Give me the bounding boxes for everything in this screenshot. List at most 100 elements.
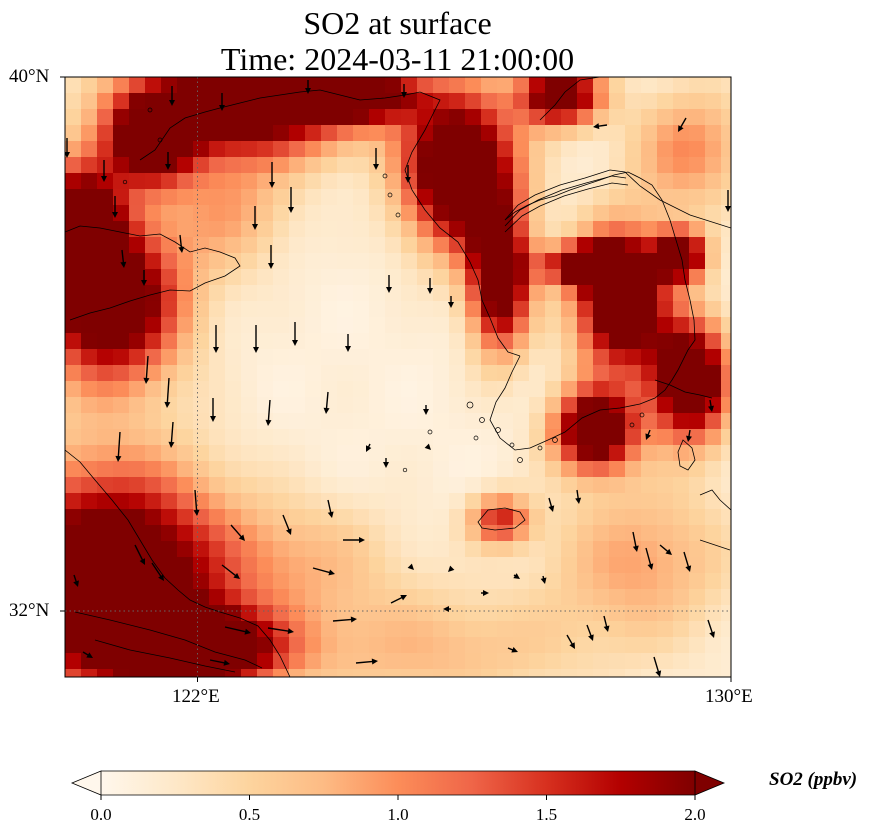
wind-arrow-head	[233, 572, 240, 579]
wind-arrow-head	[65, 152, 70, 158]
wind-arrow-head	[223, 659, 230, 666]
wind-arrow	[267, 399, 271, 423]
wind-arrow-head	[253, 347, 259, 353]
wind-arrow-head	[443, 606, 449, 612]
wind-arrow-head	[427, 288, 433, 294]
wind-arrow-head	[158, 574, 164, 581]
colorbar-extend-min	[70, 770, 102, 796]
wind-arrow	[707, 619, 714, 635]
wind-arrow-head	[345, 346, 351, 352]
colorbar-tick-label: 0.5	[238, 805, 261, 824]
tick-marks	[60, 76, 732, 682]
wind-arrow-head	[655, 670, 662, 677]
wind-arrow-head	[120, 261, 127, 268]
map-frame	[64, 76, 732, 678]
wind-arrow	[230, 524, 244, 539]
wind-arrow-head	[210, 416, 216, 422]
wind-arrow-head	[169, 100, 175, 106]
lat-tick-label: 40°N	[9, 66, 50, 87]
colorbar-extend-max	[694, 770, 726, 796]
map-title-line1: SO2 at surface	[303, 5, 492, 41]
wind-arrow-head	[686, 435, 692, 442]
wind-arrow-head	[678, 125, 684, 132]
wind-arrow	[224, 626, 248, 633]
wind-arrow-head	[511, 646, 518, 653]
wind-arrow-head	[448, 565, 455, 572]
wind-arrow-head	[305, 88, 311, 94]
wind-arrow-head	[238, 534, 245, 541]
wind-arrow	[117, 431, 121, 459]
wind-arrow-head	[178, 246, 185, 253]
wind-arrow	[194, 489, 198, 513]
wind-arrow-head	[645, 433, 652, 440]
wind-arrow-head	[448, 302, 454, 308]
wind-arrow-head	[647, 563, 654, 570]
wind-arrow-head	[401, 92, 407, 98]
wind-arrow-head	[323, 407, 330, 414]
wind-arrow-head	[588, 634, 594, 641]
wind-arrow-head	[386, 287, 392, 293]
wind-arrow-head	[407, 563, 414, 570]
wind-arrow-head	[350, 616, 357, 623]
wind-arrow	[166, 377, 170, 405]
wind-arrow-head	[268, 263, 274, 269]
lat-tick-label: 32°N	[9, 600, 50, 621]
coastlines	[65, 77, 731, 677]
wind-arrow	[151, 562, 163, 579]
wind-arrow	[267, 627, 291, 633]
wind-arrow-head	[141, 280, 147, 286]
wind-arrow-head	[73, 580, 79, 587]
wind-arrow-head	[423, 409, 429, 415]
wind-arrow-head	[424, 443, 431, 450]
wind-arrow	[134, 544, 145, 563]
wind-arrow-head	[244, 628, 251, 635]
wind-arrow	[170, 421, 174, 445]
so2-field	[65, 77, 731, 677]
wind-arrow-head	[708, 405, 714, 412]
wind-arrow-head	[400, 595, 407, 601]
wind-vectors	[65, 80, 731, 677]
wind-arrow	[332, 618, 354, 622]
colorbar-tick-label: 2.0	[684, 805, 706, 824]
wind-arrow	[325, 391, 329, 411]
map-title-line2: Time: 2024-03-11 21:00:00	[220, 41, 575, 77]
wind-arrow	[209, 659, 227, 664]
wind-arrow-head	[139, 558, 145, 565]
wind-arrow-head	[371, 658, 378, 665]
wind-arrow-head	[685, 565, 692, 572]
lon-tick-label: 122°E	[172, 686, 220, 707]
colorbar-tick-label: 1.0	[387, 805, 409, 824]
wind-arrow-head	[540, 577, 547, 584]
wind-arrow-head	[219, 105, 225, 111]
wind-arrow-head	[292, 340, 298, 346]
wind-arrow	[179, 234, 183, 250]
wind-arrow-head	[265, 419, 272, 426]
wind-arrow-head	[328, 569, 335, 576]
wind-arrow-head	[373, 164, 379, 170]
wind-arrow-head	[483, 590, 489, 596]
wind-arrow-head	[287, 628, 294, 635]
wind-arrow	[653, 656, 660, 674]
wind-arrow	[645, 547, 652, 567]
colorbar	[70, 770, 726, 800]
wind-arrow-head	[569, 642, 575, 649]
lon-tick-label: 130°E	[705, 686, 753, 707]
wind-arrow-head	[143, 377, 150, 384]
colorbar-label: SO2 (ppbv)	[769, 769, 858, 790]
wind-arrow-head	[359, 537, 365, 543]
wind-arrow-head	[575, 497, 582, 504]
wind-arrow	[282, 514, 291, 532]
wind-arrow-head	[665, 548, 672, 555]
wind-arrow-head	[285, 528, 292, 535]
wind-arrow	[221, 564, 238, 578]
colorbar-body	[101, 771, 695, 795]
wind-arrow-head	[513, 573, 520, 579]
wind-arrow-head	[632, 545, 639, 552]
wind-arrow-head	[165, 164, 171, 170]
wind-arrow-head	[593, 123, 600, 130]
wind-arrow	[327, 499, 332, 515]
wind-arrow-head	[405, 177, 411, 183]
wind-arrow	[683, 551, 690, 569]
wind-arrow-head	[193, 509, 200, 516]
wind-arrow-head	[101, 176, 107, 182]
